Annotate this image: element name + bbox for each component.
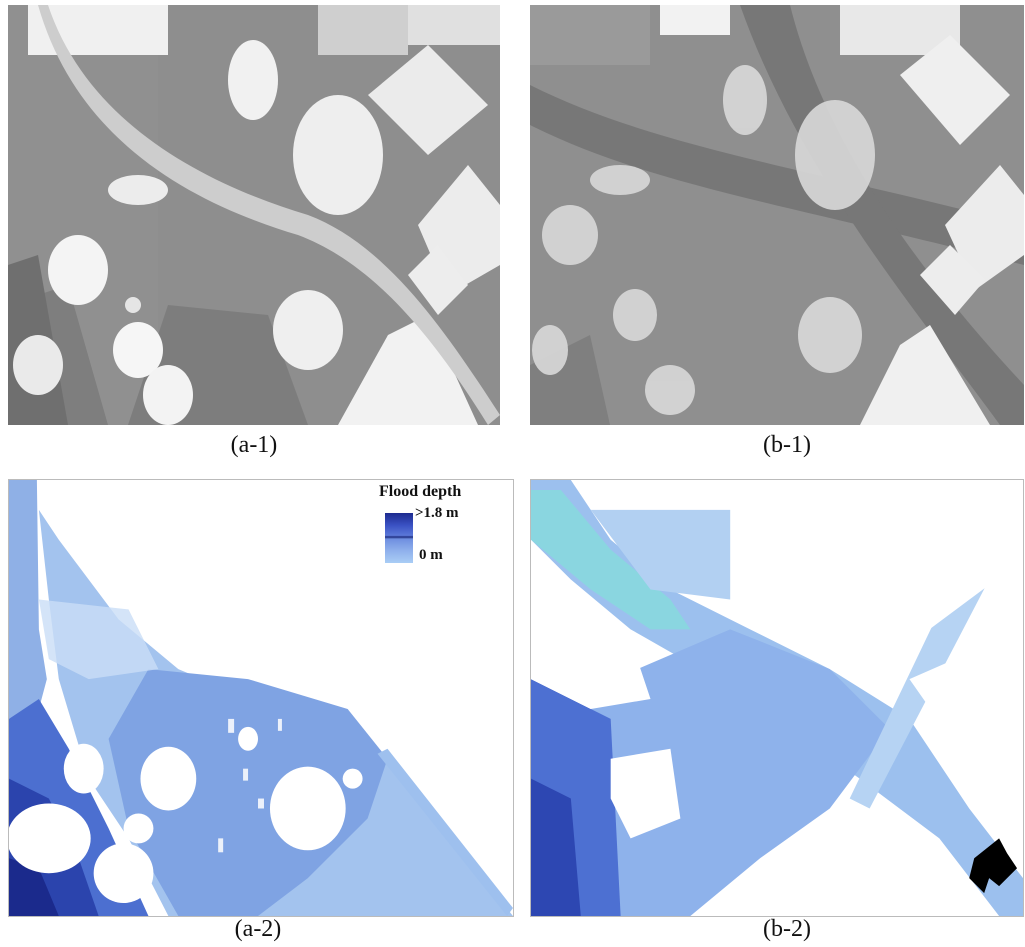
caption-b1: (b-1) (763, 432, 811, 458)
elevation-map-b1 (530, 5, 1024, 425)
legend-color-bar (385, 513, 413, 563)
flood-depth-map-a2: Flood depth >1.8 m 0 m (8, 479, 514, 917)
flood-depth-map-b2 (530, 479, 1024, 917)
elevation-map-a1 (8, 5, 500, 425)
caption-b2: (b-2) (763, 916, 811, 942)
legend-min-label: 0 m (419, 547, 443, 563)
flood-depth-legend: Flood depth >1.8 m 0 m (379, 483, 499, 573)
legend-max-label: >1.8 m (415, 505, 459, 521)
legend-title: Flood depth (379, 483, 462, 500)
caption-a2: (a-2) (234, 916, 282, 942)
caption-a1: (a-1) (230, 432, 278, 458)
